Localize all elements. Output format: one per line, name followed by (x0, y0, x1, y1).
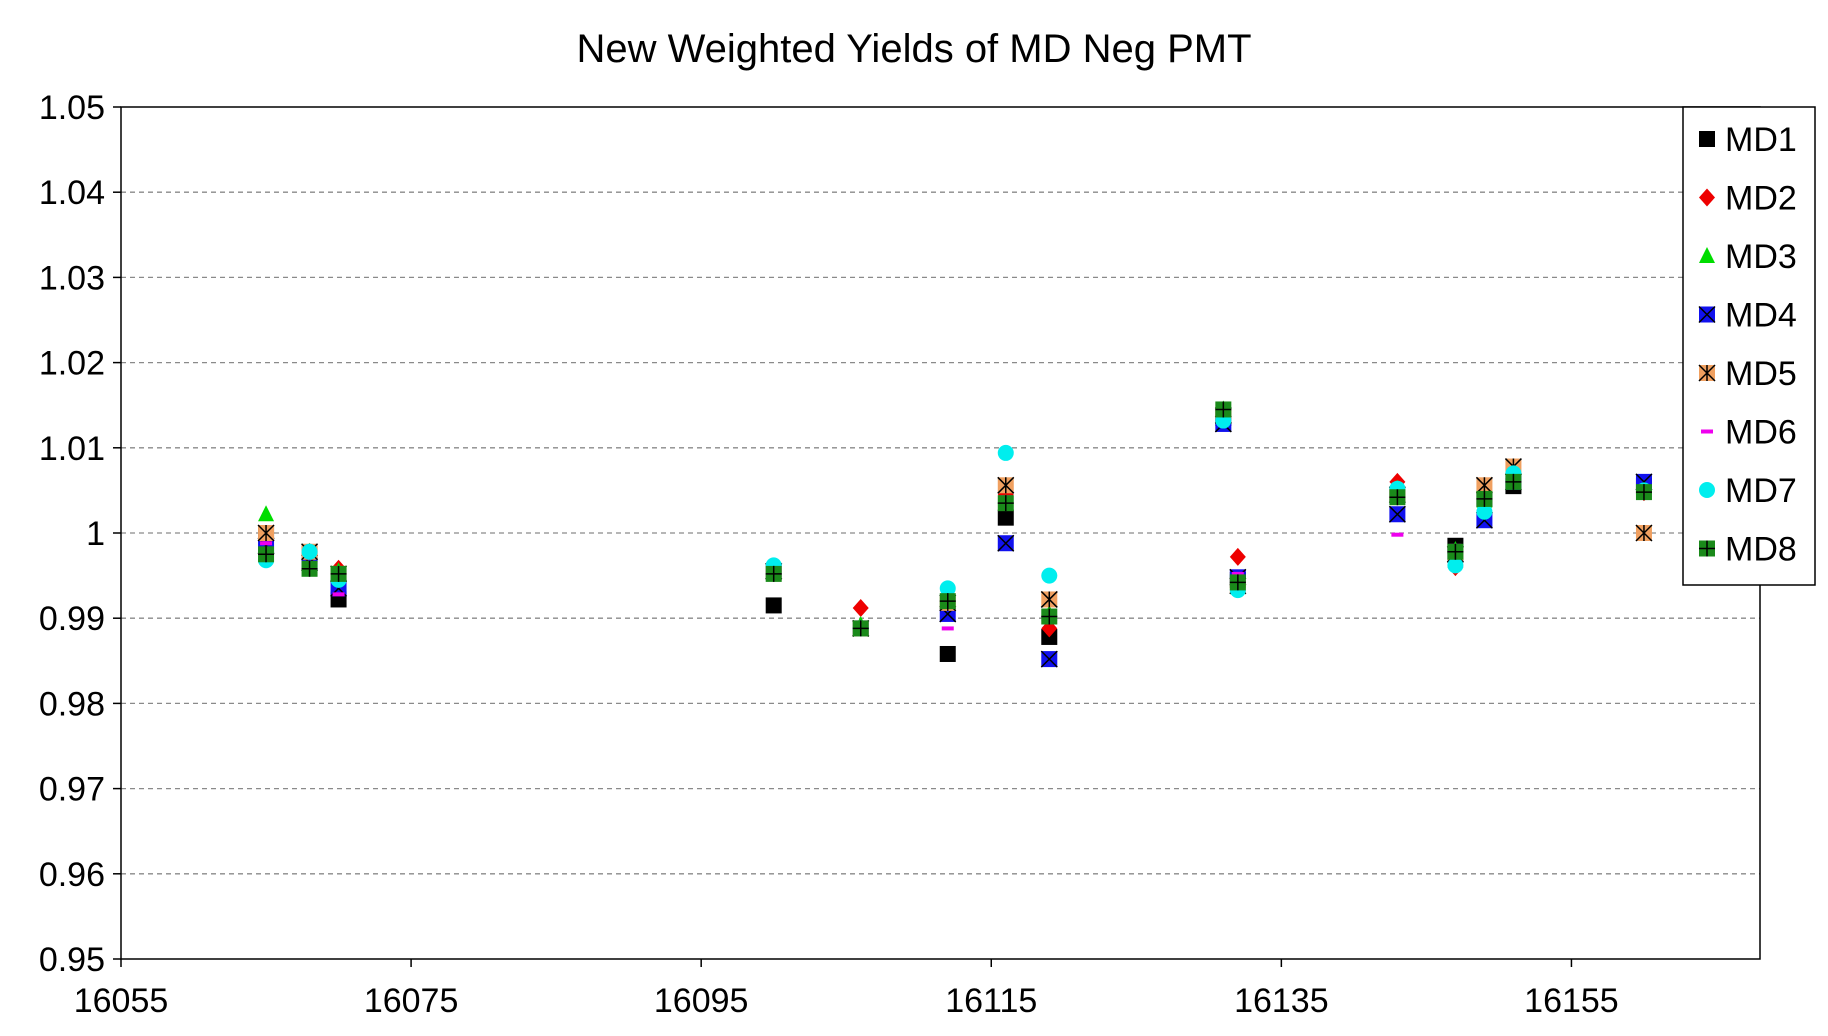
x-tick-label: 16115 (945, 982, 1037, 1020)
legend-label: MD1 (1725, 121, 1797, 159)
data-point (939, 580, 956, 597)
legend-marker (1698, 305, 1716, 324)
data-point (1476, 503, 1493, 520)
data-point (1391, 532, 1404, 537)
legend-marker (1699, 188, 1715, 207)
data-point (1040, 590, 1058, 608)
data-point (1040, 650, 1058, 668)
y-tick-label: 1.04 (39, 174, 105, 212)
series-md8 (258, 401, 1652, 637)
legend-marker (1701, 429, 1713, 434)
legend-box (1682, 106, 1816, 586)
legend-entry-md2: MD2 (1699, 180, 1797, 218)
x-tick-label: 16055 (74, 982, 169, 1020)
data-point (330, 565, 347, 582)
data-points (257, 400, 1653, 668)
chart-title: New Weighted Yields of MD Neg PMT (576, 27, 1251, 71)
data-point (997, 444, 1014, 461)
x-tick-label: 16135 (1234, 982, 1329, 1020)
legend-label: MD8 (1725, 531, 1797, 569)
legend-label: MD7 (1725, 472, 1797, 510)
legend-label: MD3 (1725, 238, 1797, 276)
legend-entry-md3: MD3 (1699, 238, 1797, 276)
legend-label: MD5 (1725, 355, 1797, 393)
y-tick-label: 1.03 (39, 259, 105, 297)
data-point (997, 476, 1015, 494)
legend-entry-md7: MD7 (1699, 472, 1797, 510)
y-tick-label: 1.01 (39, 430, 105, 468)
y-tick-label: 0.95 (39, 941, 105, 979)
data-point (852, 620, 869, 637)
data-point (1229, 574, 1246, 591)
y-tick-label: 1.02 (39, 345, 105, 383)
legend-marker (1699, 540, 1715, 557)
data-point (941, 626, 954, 631)
legend-marker (1699, 247, 1715, 263)
y-tick-label: 0.97 (39, 771, 105, 809)
x-tick-label: 16095 (654, 982, 749, 1020)
data-point (258, 505, 275, 522)
legend-entry-md5: MD5 (1698, 355, 1797, 393)
data-point (765, 565, 782, 582)
data-point (1475, 476, 1493, 494)
data-point (997, 495, 1014, 512)
data-point (1389, 489, 1406, 506)
legend-marker (1699, 131, 1715, 147)
data-point (1041, 567, 1058, 584)
y-tick-label: 0.99 (39, 600, 105, 638)
data-point (1505, 473, 1522, 490)
axis-ticks: 0.95 0.96 0.97 0.98 0.99 1 1.01 1.02 1.03 1.04 1.0… (39, 89, 1619, 1020)
data-point (301, 543, 318, 560)
legend-label: MD6 (1725, 414, 1797, 452)
x-tick-label: 16155 (1524, 982, 1619, 1020)
y-tick-label: 1 (86, 515, 105, 553)
legend-entry-md6: MD6 (1701, 414, 1797, 452)
y-tick-label: 0.98 (39, 685, 105, 723)
data-point (257, 524, 275, 542)
data-point (1635, 524, 1653, 542)
legend-entry-md8: MD8 (1699, 531, 1797, 569)
grid-layer (121, 191, 1760, 875)
data-point (1229, 547, 1246, 566)
legend-label: MD2 (1725, 180, 1797, 218)
x-tick-label: 16075 (364, 982, 459, 1020)
data-point (301, 560, 318, 577)
legend-label: MD4 (1725, 297, 1797, 335)
data-point (260, 541, 273, 546)
legend: MD1 MD2 MD3 MD4 MD5 MD6 MD7 MD8 (1682, 106, 1816, 586)
legend-marker (1698, 364, 1716, 382)
data-point (852, 598, 869, 617)
data-point (1041, 608, 1058, 625)
legend-entry-md4: MD4 (1698, 297, 1797, 335)
y-tick-label: 0.96 (39, 856, 105, 894)
data-point (765, 597, 782, 614)
data-point (1635, 484, 1652, 501)
data-point (1388, 505, 1406, 523)
data-point (939, 593, 956, 610)
data-point (1215, 401, 1232, 418)
legend-entry-md1: MD1 (1699, 121, 1797, 159)
data-point (1231, 571, 1244, 576)
data-point (1476, 490, 1493, 507)
data-point (1447, 543, 1464, 560)
data-point (997, 534, 1015, 552)
data-point (332, 592, 345, 597)
y-tick-label: 1.05 (39, 89, 105, 127)
series-md4 (257, 415, 1653, 668)
data-point (997, 509, 1014, 526)
data-point (1447, 557, 1464, 574)
legend-marker (1699, 482, 1715, 498)
data-point (258, 546, 275, 563)
data-point (939, 645, 956, 662)
